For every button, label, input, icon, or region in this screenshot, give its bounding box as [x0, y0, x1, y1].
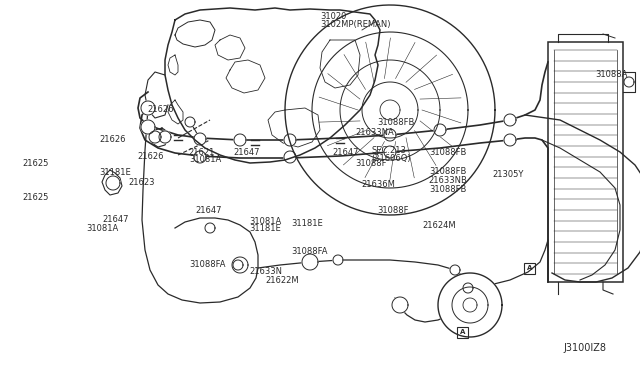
- Text: 21626: 21626: [99, 135, 125, 144]
- Polygon shape: [392, 297, 408, 313]
- Polygon shape: [205, 223, 215, 233]
- Text: 31088FA: 31088FA: [189, 260, 225, 269]
- Text: 21633N: 21633N: [250, 267, 283, 276]
- Polygon shape: [141, 120, 155, 134]
- Polygon shape: [232, 257, 248, 273]
- Text: 21626: 21626: [138, 152, 164, 161]
- Polygon shape: [194, 133, 206, 145]
- Text: 31088FB: 31088FB: [429, 185, 466, 194]
- Text: 31088F: 31088F: [378, 206, 409, 215]
- Text: 31181E: 31181E: [291, 219, 323, 228]
- Polygon shape: [302, 254, 318, 270]
- Polygon shape: [234, 134, 246, 146]
- Polygon shape: [149, 131, 161, 143]
- Polygon shape: [434, 124, 446, 136]
- Text: 31088FB: 31088FB: [429, 167, 466, 176]
- Polygon shape: [504, 134, 516, 146]
- Polygon shape: [384, 146, 396, 158]
- Text: A: A: [460, 329, 466, 335]
- Text: 21623: 21623: [128, 178, 154, 187]
- Text: 21621: 21621: [189, 148, 215, 157]
- Text: 31081A: 31081A: [250, 217, 282, 226]
- Polygon shape: [384, 129, 396, 141]
- Text: 31088F: 31088F: [355, 159, 387, 168]
- Polygon shape: [333, 255, 343, 265]
- Polygon shape: [194, 151, 206, 163]
- Text: 21624M: 21624M: [422, 221, 456, 230]
- Bar: [548, 42, 623, 282]
- Polygon shape: [233, 260, 243, 270]
- Text: 21626: 21626: [147, 105, 173, 114]
- Polygon shape: [141, 101, 155, 115]
- Text: 31088A: 31088A: [595, 70, 628, 79]
- Text: SEC.213: SEC.213: [371, 146, 406, 155]
- Text: 21647: 21647: [102, 215, 129, 224]
- Bar: [525, 263, 536, 273]
- Text: 31020: 31020: [320, 12, 346, 21]
- Text: 21647: 21647: [234, 148, 260, 157]
- Polygon shape: [185, 117, 195, 127]
- Bar: [458, 327, 468, 337]
- Text: J3100IZ8: J3100IZ8: [563, 343, 606, 353]
- Polygon shape: [284, 151, 296, 163]
- Text: (21606Q): (21606Q): [371, 154, 411, 163]
- Text: 31181E: 31181E: [250, 224, 282, 233]
- Text: 21636M: 21636M: [362, 180, 396, 189]
- Polygon shape: [450, 265, 460, 275]
- Text: 31181E: 31181E: [99, 169, 131, 177]
- Polygon shape: [438, 273, 502, 337]
- Polygon shape: [463, 283, 473, 293]
- Text: 21647: 21647: [333, 148, 359, 157]
- Polygon shape: [159, 131, 171, 143]
- Text: 3102MP(REMAN): 3102MP(REMAN): [320, 20, 390, 29]
- Polygon shape: [504, 114, 516, 126]
- Text: 21647: 21647: [195, 206, 221, 215]
- Polygon shape: [284, 134, 296, 146]
- Text: 31081A: 31081A: [86, 224, 118, 233]
- Text: 21625: 21625: [22, 193, 49, 202]
- Text: 31088FB: 31088FB: [378, 118, 415, 127]
- Text: 31081A: 31081A: [189, 155, 221, 164]
- Text: 31088FB: 31088FB: [429, 148, 466, 157]
- Text: 21622M: 21622M: [266, 276, 300, 285]
- Polygon shape: [106, 176, 120, 190]
- Text: 31088FA: 31088FA: [291, 247, 328, 256]
- Text: 21633NA: 21633NA: [355, 128, 394, 137]
- Text: 21625: 21625: [22, 159, 49, 168]
- Text: 21633NB: 21633NB: [429, 176, 468, 185]
- Text: A: A: [527, 265, 532, 271]
- Text: 21305Y: 21305Y: [493, 170, 524, 179]
